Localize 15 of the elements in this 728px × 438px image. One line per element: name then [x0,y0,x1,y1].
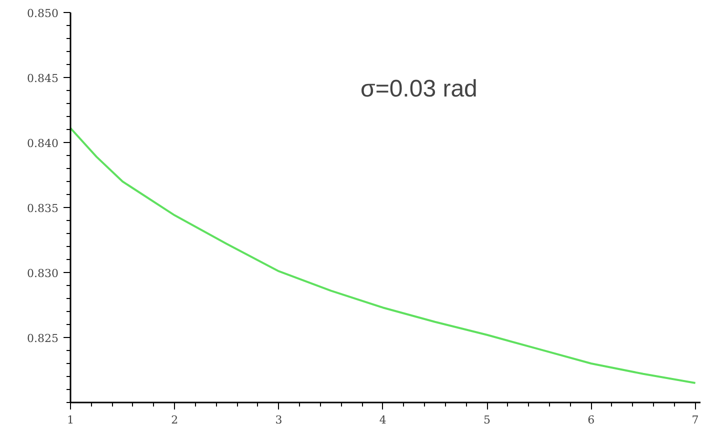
x-tick-label: 2 [171,414,178,426]
y-tick-label: 0.840 [27,137,59,150]
x-tick-label: 4 [379,414,386,426]
y-tick-label: 0.825 [27,332,59,345]
annotation: σ=0.03 rad [360,76,478,102]
y-tick-label: 0.830 [27,267,59,280]
x-tick-label: 7 [692,414,699,426]
x-tick-label: 6 [588,414,595,426]
y-tick-label: 0.835 [27,202,59,215]
y-tick-label: 0.845 [27,72,59,85]
y-tick-label: 0.850 [27,7,59,20]
line-series [70,127,696,384]
x-tick-label: 3 [275,414,282,426]
x-tick-label: 1 [67,414,74,426]
x-tick-label: 5 [484,414,491,426]
